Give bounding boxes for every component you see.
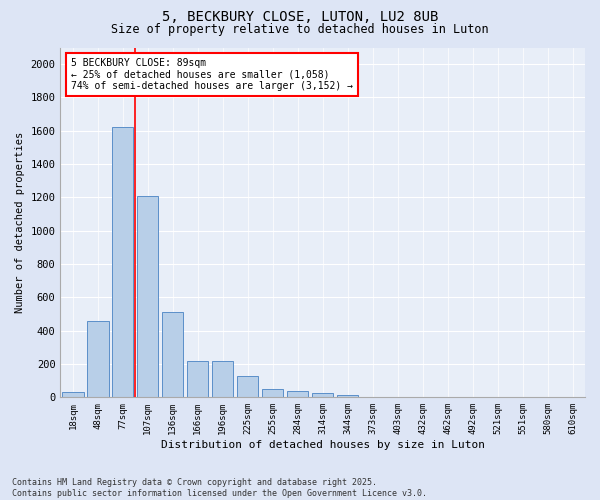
Bar	[137, 196, 158, 398]
Bar	[212, 360, 233, 398]
Bar	[337, 395, 358, 398]
Bar	[112, 128, 133, 398]
Text: 5 BECKBURY CLOSE: 89sqm
← 25% of detached houses are smaller (1,058)
74% of semi: 5 BECKBURY CLOSE: 89sqm ← 25% of detache…	[71, 58, 353, 91]
Bar	[237, 376, 259, 398]
Bar	[162, 312, 184, 398]
Bar	[187, 360, 208, 398]
Bar	[287, 390, 308, 398]
Bar	[62, 392, 83, 398]
Bar	[312, 393, 334, 398]
Text: Contains HM Land Registry data © Crown copyright and database right 2025.
Contai: Contains HM Land Registry data © Crown c…	[12, 478, 427, 498]
Text: Size of property relative to detached houses in Luton: Size of property relative to detached ho…	[111, 22, 489, 36]
Bar	[262, 389, 283, 398]
Bar	[87, 320, 109, 398]
X-axis label: Distribution of detached houses by size in Luton: Distribution of detached houses by size …	[161, 440, 485, 450]
Text: 5, BECKBURY CLOSE, LUTON, LU2 8UB: 5, BECKBURY CLOSE, LUTON, LU2 8UB	[162, 10, 438, 24]
Y-axis label: Number of detached properties: Number of detached properties	[15, 132, 25, 313]
